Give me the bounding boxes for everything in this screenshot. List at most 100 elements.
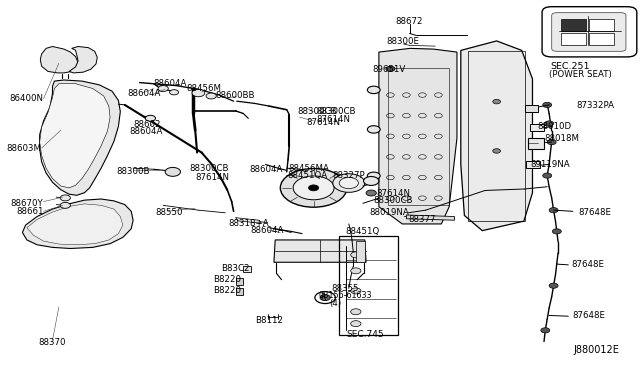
Text: 88604A: 88604A (251, 226, 284, 235)
Circle shape (351, 309, 361, 315)
Text: 88451QA: 88451QA (287, 171, 327, 180)
Bar (526, 161, 540, 168)
Polygon shape (461, 41, 532, 231)
Circle shape (60, 202, 70, 208)
Circle shape (367, 126, 380, 133)
Circle shape (351, 321, 361, 327)
Text: 88451Q: 88451Q (345, 227, 380, 236)
Circle shape (541, 328, 550, 333)
Polygon shape (236, 218, 261, 223)
Circle shape (158, 86, 168, 92)
Text: 88300B: 88300B (116, 167, 150, 176)
Text: 89119NA: 89119NA (530, 160, 570, 169)
Text: 88010D: 88010D (538, 122, 572, 131)
Text: B8220: B8220 (213, 286, 241, 295)
Circle shape (308, 185, 319, 191)
Text: SEC.745: SEC.745 (346, 330, 383, 339)
Circle shape (206, 93, 216, 99)
Text: 87332PA: 87332PA (576, 101, 614, 110)
Circle shape (320, 295, 330, 301)
Text: B8220: B8220 (213, 275, 241, 284)
Text: 88604A: 88604A (249, 165, 282, 174)
Bar (528, 138, 544, 149)
Text: R: R (321, 293, 326, 302)
Polygon shape (379, 48, 457, 224)
Polygon shape (27, 204, 123, 245)
Text: 88604A: 88604A (129, 127, 163, 136)
Text: 0B156-61633: 0B156-61633 (319, 291, 372, 300)
Circle shape (339, 177, 358, 189)
Text: 88661: 88661 (16, 207, 44, 216)
Circle shape (549, 283, 558, 288)
Bar (561, 33, 586, 45)
Circle shape (367, 86, 380, 94)
Circle shape (364, 176, 379, 185)
Text: 88300E: 88300E (387, 37, 420, 46)
Text: 86400N: 86400N (10, 94, 44, 103)
Circle shape (351, 268, 361, 274)
Circle shape (493, 149, 500, 153)
FancyBboxPatch shape (542, 7, 637, 57)
Polygon shape (274, 240, 366, 262)
Text: 88600BB: 88600BB (216, 92, 255, 100)
Text: 88019NA: 88019NA (369, 208, 409, 217)
Circle shape (386, 66, 395, 71)
Text: 88355: 88355 (332, 284, 359, 293)
Text: 88370: 88370 (39, 338, 66, 347)
Text: 88456MA: 88456MA (288, 164, 329, 173)
Text: 88327P: 88327P (333, 171, 365, 180)
Text: 88300CB: 88300CB (317, 107, 356, 116)
Bar (525, 105, 538, 112)
Text: 87614N: 87614N (317, 115, 351, 124)
Circle shape (351, 288, 361, 294)
Text: 87614N: 87614N (195, 173, 229, 182)
Circle shape (293, 176, 334, 200)
Polygon shape (69, 46, 97, 73)
Polygon shape (22, 199, 133, 248)
Text: 88670Y: 88670Y (11, 199, 44, 208)
Circle shape (549, 208, 558, 213)
Circle shape (493, 99, 500, 104)
Text: (POWER SEAT): (POWER SEAT) (549, 70, 612, 79)
Circle shape (547, 140, 556, 145)
Text: B83C2: B83C2 (221, 264, 250, 273)
Text: 88672: 88672 (396, 17, 423, 26)
Text: 87648E: 87648E (571, 260, 604, 269)
Polygon shape (243, 266, 251, 272)
Text: 88300CB: 88300CB (298, 107, 337, 116)
Text: 87614N: 87614N (306, 118, 340, 126)
Text: 88377: 88377 (409, 215, 436, 224)
Bar (339, 236, 398, 335)
Bar (388, 68, 449, 205)
Circle shape (170, 90, 179, 95)
Circle shape (315, 292, 335, 304)
Circle shape (366, 190, 376, 196)
Circle shape (543, 102, 552, 108)
Text: 88604A: 88604A (127, 89, 161, 98)
Bar (530, 124, 544, 131)
Circle shape (351, 252, 361, 258)
Polygon shape (236, 288, 243, 295)
Text: 89651V: 89651V (372, 65, 406, 74)
Circle shape (545, 121, 554, 126)
Polygon shape (406, 215, 454, 220)
Circle shape (280, 169, 347, 207)
Text: J880012E: J880012E (573, 346, 620, 355)
Circle shape (145, 115, 156, 121)
Circle shape (165, 167, 180, 176)
Circle shape (192, 89, 205, 97)
Circle shape (552, 229, 561, 234)
Circle shape (60, 195, 70, 201)
Text: 88603M: 88603M (6, 144, 42, 153)
Text: 88318+A: 88318+A (228, 219, 269, 228)
Text: 87648E: 87648E (572, 311, 605, 320)
FancyBboxPatch shape (552, 13, 626, 51)
Polygon shape (236, 278, 243, 285)
Polygon shape (40, 80, 120, 195)
Text: 88300CB: 88300CB (189, 164, 229, 173)
Text: B8112: B8112 (255, 316, 283, 325)
Bar (589, 19, 614, 31)
Bar (589, 33, 614, 45)
Circle shape (543, 173, 552, 178)
Bar (468, 51, 525, 221)
